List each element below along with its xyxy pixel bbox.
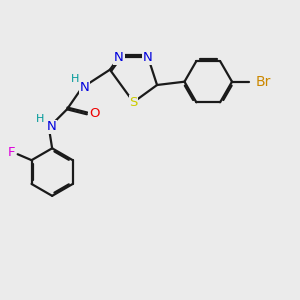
Text: N: N [80,81,89,94]
Text: N: N [143,51,153,64]
Text: N: N [114,51,124,64]
Text: N: N [46,120,56,133]
Text: H: H [70,74,79,84]
Text: H: H [35,114,44,124]
Text: O: O [89,107,99,120]
Text: S: S [129,96,138,109]
Text: F: F [8,146,16,159]
Text: Br: Br [256,75,271,89]
